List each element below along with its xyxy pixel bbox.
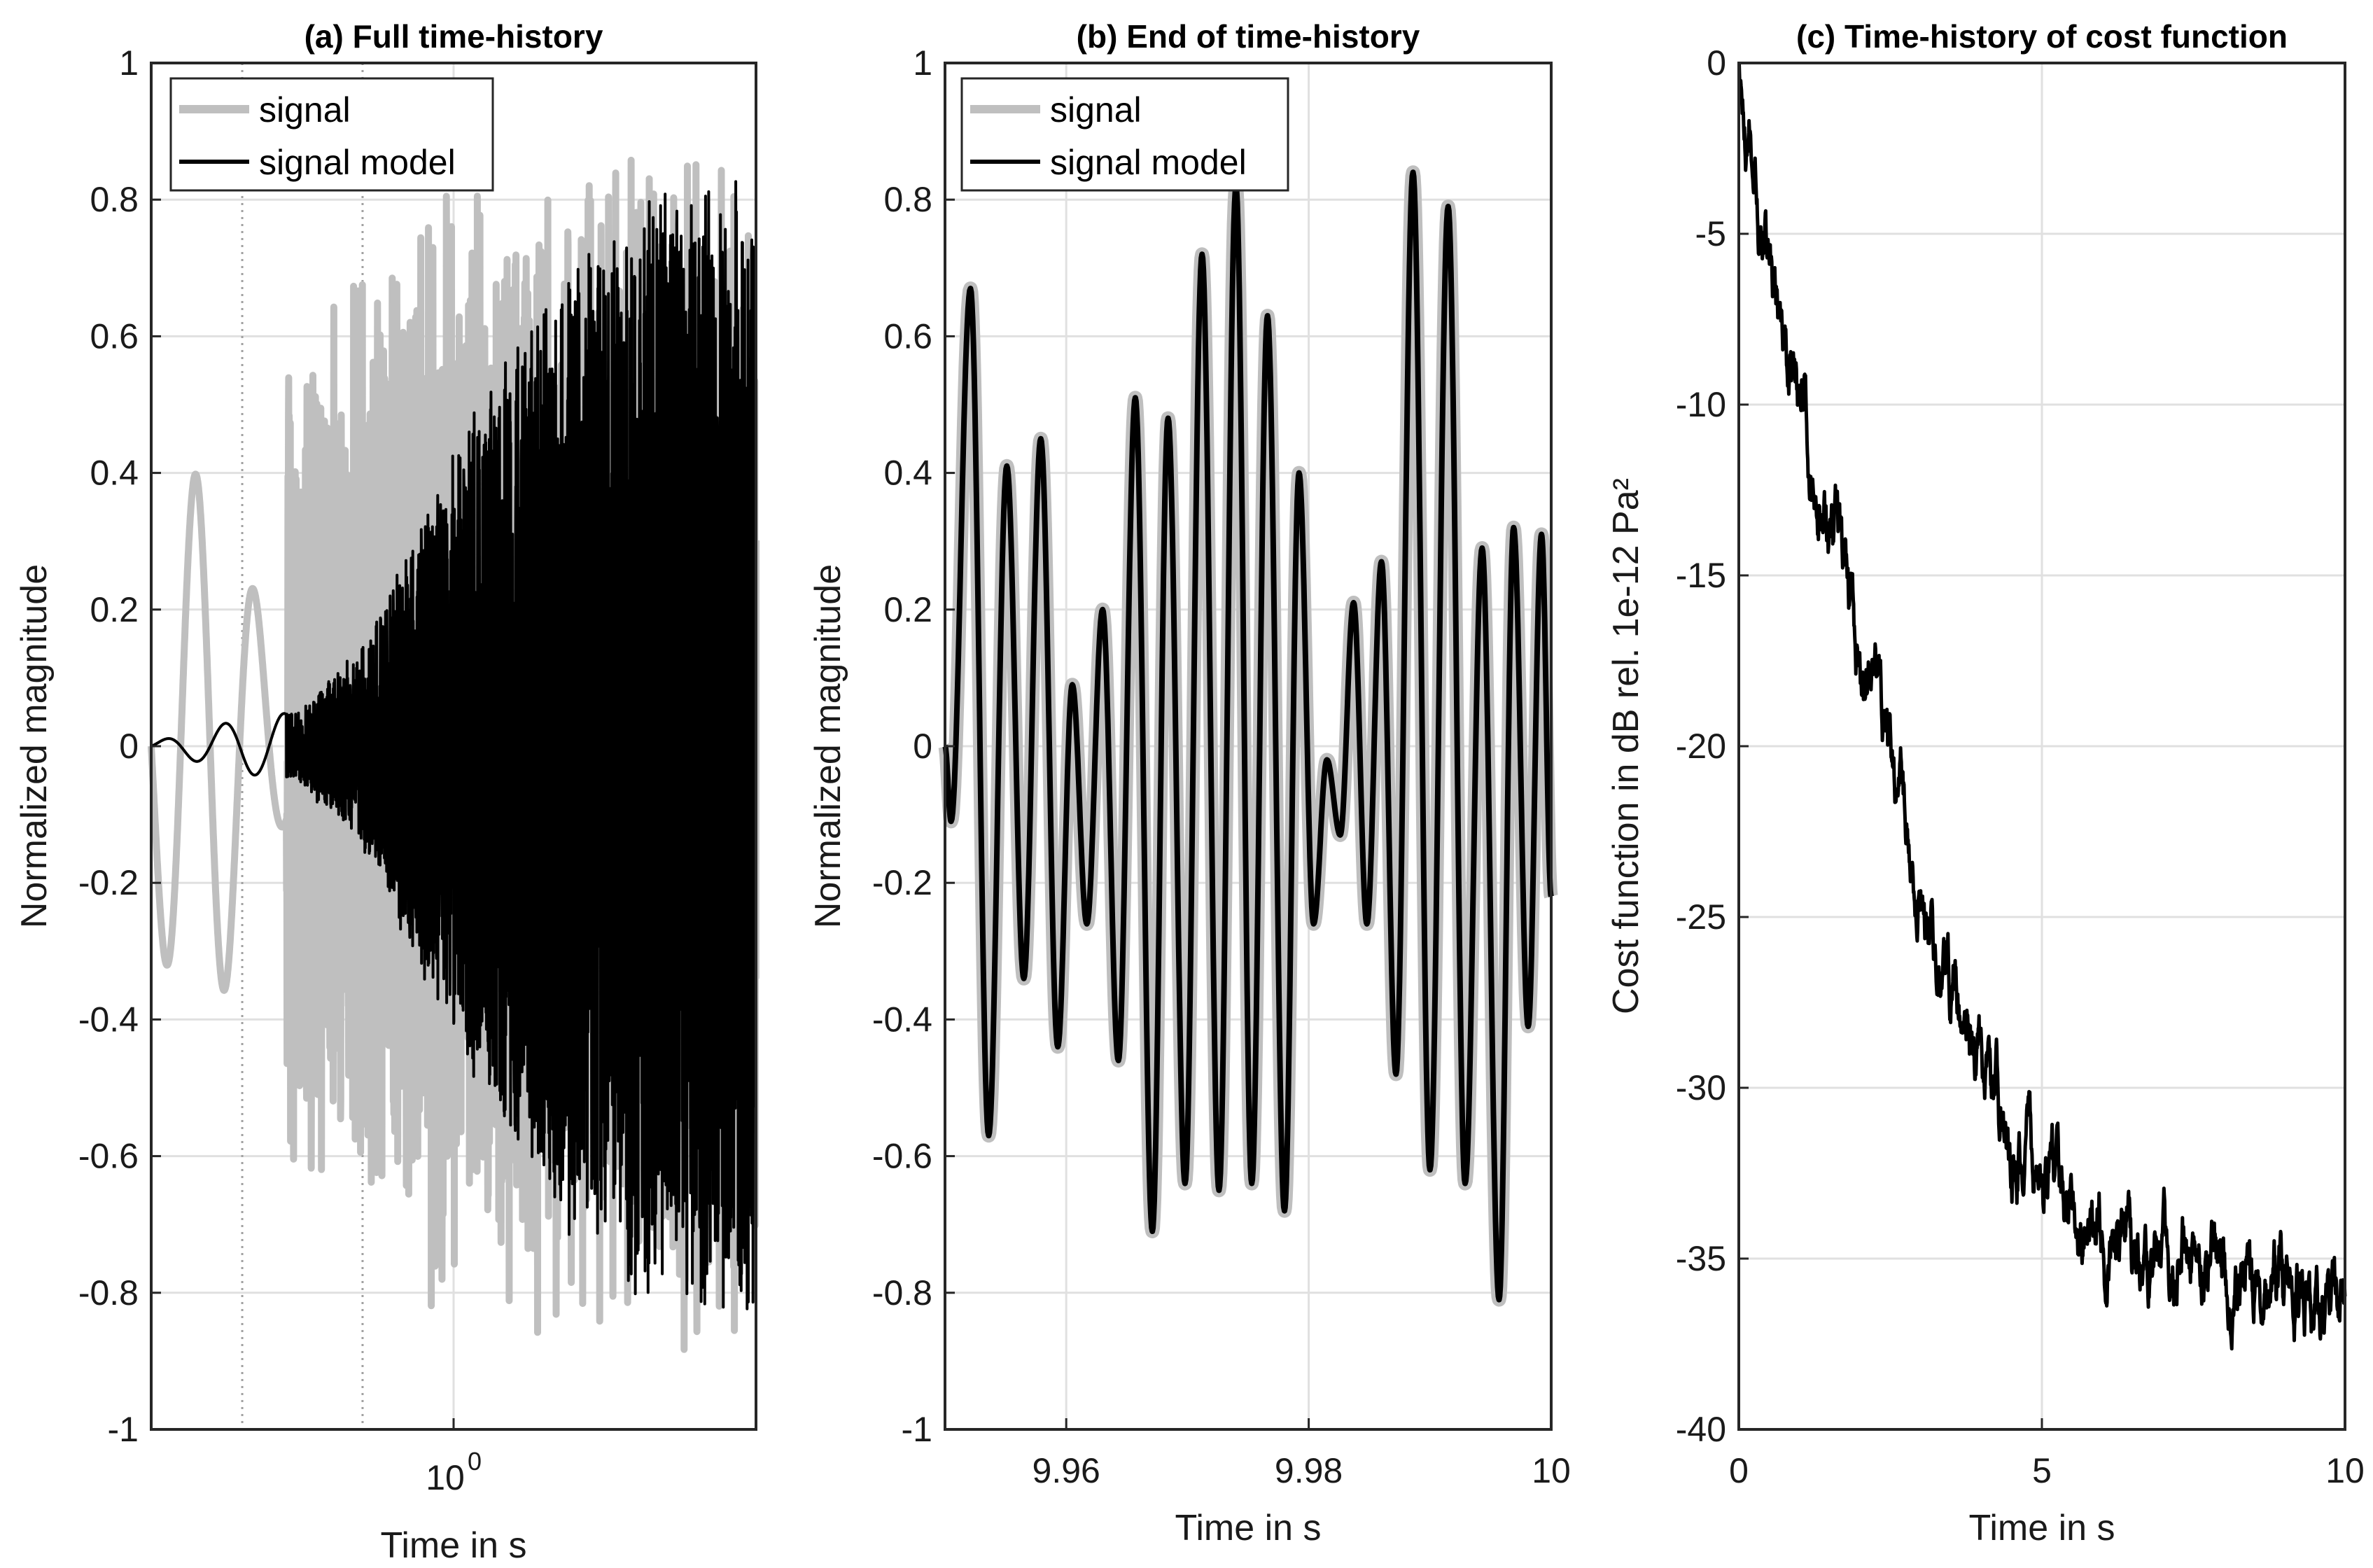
y-tick-label: 0.4: [883, 454, 932, 493]
y-tick-label: 1: [119, 43, 139, 83]
panel-c-ylabel: Cost function in dB rel. 1e-12 Pa²: [1606, 478, 1646, 1014]
y-tick-label: -0.6: [78, 1137, 139, 1176]
panel-a-xlabel: Time in s: [381, 1525, 527, 1566]
y-tick-label: -10: [1676, 385, 1726, 424]
panel-c-plot-area: [1737, 62, 2347, 1351]
x-tick-label: 10: [2325, 1451, 2365, 1490]
x-tick-label: 9.98: [1275, 1451, 1343, 1490]
y-tick-label: -25: [1676, 897, 1726, 937]
x-tick-label: 5: [2032, 1451, 2052, 1490]
panel-b: -1 -0.8 -0.6 -0.4 -0.2 0 0.2 0.4 0.6 0.8 1 9.96 9.98…: [808, 18, 1571, 1548]
panel-a-legend-label-signal: signal: [259, 90, 351, 130]
x-tick-label: 9.96: [1032, 1451, 1100, 1490]
y-tick-label: -40: [1676, 1410, 1726, 1449]
y-tick-label: 0: [913, 727, 932, 766]
panel-a-legend-label-model: signal model: [259, 143, 456, 182]
y-tick-label: 0.2: [883, 590, 932, 629]
series-signal-model: [150, 180, 757, 1310]
y-tick-label: -5: [1695, 214, 1726, 253]
y-tick-label: 0: [1707, 43, 1726, 83]
panel-a-title: (a) Full time-history: [304, 18, 603, 55]
panel-b-legend: signal signal model: [960, 77, 1289, 192]
y-tick-label: 0: [119, 727, 139, 766]
panel-a-legend-box: [169, 77, 494, 192]
panel-c-xlabel: Time in s: [1969, 1508, 2115, 1548]
panel-b-legend-label-model: signal model: [1050, 143, 1247, 182]
x-tick-label: 0: [1729, 1451, 1749, 1490]
panel-a-legend: signal signal model: [169, 77, 494, 192]
panel-b-legend-label-signal: signal: [1050, 90, 1142, 130]
y-tick-label: -1: [902, 1410, 932, 1449]
y-tick-label: 0.8: [883, 180, 932, 219]
y-tick-label: 0.6: [883, 316, 932, 356]
panel-c-ticks: -40 -35 -30 -25 -20 -15 -10 -5 0 0 5 10: [1676, 43, 2365, 1490]
series-cost-function: [1737, 62, 2347, 1351]
panel-c: -40 -35 -30 -25 -20 -15 -10 -5 0 0 5 10 (c) Time-hi…: [1606, 18, 2365, 1548]
y-tick-label: -0.4: [872, 1000, 932, 1039]
panel-b-legend-box: [960, 77, 1289, 192]
panel-b-ylabel: Normalized magnitude: [808, 564, 848, 928]
panel-b-plot-area: [938, 165, 1558, 1307]
y-tick-label: -0.2: [78, 863, 139, 902]
series-signal-model: [942, 169, 1554, 1303]
y-tick-label: -30: [1676, 1068, 1726, 1107]
x-tick-label: 10: [426, 1458, 465, 1497]
panel-b-ticks: -1 -0.8 -0.6 -0.4 -0.2 0 0.2 0.4 0.6 0.8 1 9.96 9.98…: [872, 43, 1571, 1490]
y-tick-label: -35: [1676, 1239, 1726, 1278]
panel-b-title: (b) End of time-history: [1077, 18, 1420, 55]
y-tick-label: 1: [913, 43, 932, 83]
x-tick-label: 10: [1532, 1451, 1571, 1490]
panel-c-title: (c) Time-history of cost function: [1796, 18, 2288, 55]
y-tick-label: 0.8: [90, 180, 139, 219]
y-tick-label: -15: [1676, 556, 1726, 595]
panel-a-plot-area: [148, 156, 760, 1353]
y-tick-label: 0.2: [90, 590, 139, 629]
y-tick-label: 0.4: [90, 454, 139, 493]
panel-b-xlabel: Time in s: [1175, 1508, 1322, 1548]
y-tick-label: -0.8: [872, 1273, 932, 1312]
y-tick-label: -0.6: [872, 1137, 932, 1176]
y-tick-label: -1: [108, 1410, 139, 1449]
y-tick-label: -0.8: [78, 1273, 139, 1312]
y-tick-label: -0.2: [872, 863, 932, 902]
y-tick-label: 0.6: [90, 316, 139, 356]
y-tick-label: -20: [1676, 727, 1726, 766]
x-tick-label-exponent: 0: [468, 1447, 482, 1476]
y-tick-label: -0.4: [78, 1000, 139, 1039]
panel-a-ylabel: Normalized magnitude: [14, 564, 55, 928]
